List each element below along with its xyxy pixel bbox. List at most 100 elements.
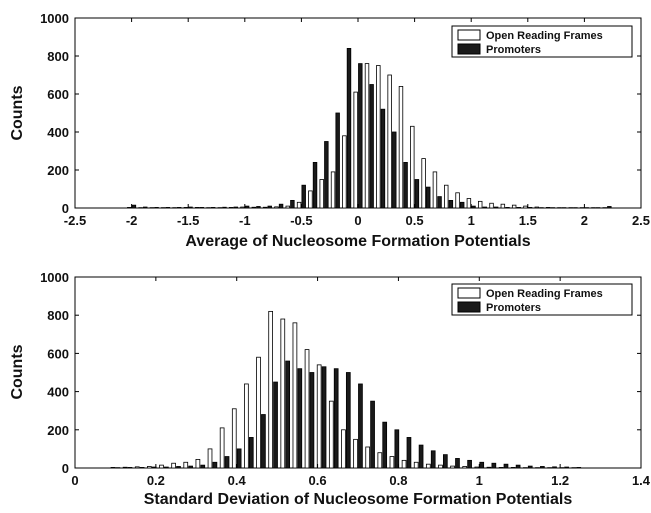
bar-orf <box>159 464 164 469</box>
bars <box>110 310 582 469</box>
bar-promoter <box>573 207 578 209</box>
bar-promoter <box>212 461 218 469</box>
bar-promoter <box>479 461 485 469</box>
y-axis-label: Counts <box>9 344 26 399</box>
bar-orf <box>398 86 404 209</box>
x-tick-label: 2.5 <box>632 213 650 228</box>
bar-orf <box>228 207 234 209</box>
y-tick-label: 1000 <box>40 11 69 26</box>
bar-promoter <box>584 207 589 209</box>
bar-promoter <box>267 205 272 209</box>
bar-promoter <box>115 467 121 469</box>
bar-orf <box>410 125 415 209</box>
panel-average: -2.5 -2 -1.5 -1 -0.5 0 0.5 1 1.5 2 2.5 0 200 400 600 8… <box>9 11 650 250</box>
bar-promoter <box>333 368 339 469</box>
x-tick-label: 0 <box>354 213 361 228</box>
bars <box>127 48 612 209</box>
bar-orf <box>262 206 268 209</box>
bar-promoter <box>515 464 521 469</box>
legend-label-orf: Open Reading Frames <box>486 288 603 300</box>
bar-orf <box>438 464 443 469</box>
bar-promoter <box>607 206 612 209</box>
x-tick-label: -2.5 <box>64 213 86 228</box>
bar-promoter <box>188 206 193 209</box>
bar-promoter <box>233 206 238 209</box>
bar-promoter <box>139 467 145 469</box>
bar-orf <box>455 192 460 209</box>
bar-promoter <box>414 179 420 209</box>
x-tick-label: 1.5 <box>519 213 537 228</box>
bar-orf <box>206 207 211 209</box>
y-tick-label: 0 <box>62 201 69 216</box>
x-tick-label: 0.2 <box>147 473 165 488</box>
bar-orf <box>591 207 596 209</box>
legend-box <box>451 283 633 316</box>
bar-promoter <box>248 437 254 469</box>
x-tick-label: 1.2 <box>551 473 569 488</box>
bar-orf <box>328 400 334 469</box>
bar-promoter <box>561 207 567 209</box>
bar-orf <box>377 452 383 469</box>
bar-orf <box>365 446 371 469</box>
bar-orf <box>183 461 189 469</box>
y-tick-label: 200 <box>47 423 69 438</box>
bar-orf <box>523 205 528 209</box>
bar-promoter <box>290 199 295 209</box>
bar-orf <box>183 207 189 209</box>
y-tick-label: 200 <box>47 163 69 178</box>
x-ticks: -2.5 -2 -1.5 -1 -0.5 0 0.5 1 1.5 2 2.5 <box>64 18 650 228</box>
bar-promoter <box>403 161 408 209</box>
bar-orf <box>316 364 322 469</box>
bar-promoter <box>297 368 303 469</box>
bar-orf <box>319 179 324 209</box>
bar-promoter <box>448 199 454 209</box>
bar-orf <box>462 466 468 469</box>
legend-swatch-orf <box>457 29 481 41</box>
bar-orf <box>244 383 249 469</box>
bar-orf <box>280 318 286 469</box>
bar-promoter <box>527 207 533 209</box>
bar-orf <box>256 356 261 469</box>
bar-promoter <box>539 207 544 209</box>
bar-orf <box>534 206 540 209</box>
x-axis-label: Average of Nucleosome Formation Potentia… <box>185 233 530 250</box>
bar-orf <box>134 466 140 469</box>
bar-orf <box>535 467 540 469</box>
bar-orf <box>523 467 528 469</box>
bar-promoter <box>527 465 533 469</box>
bar-orf <box>432 171 438 209</box>
bar-orf <box>268 310 274 469</box>
bar-orf <box>207 448 213 469</box>
bar-promoter <box>176 466 181 469</box>
legend-swatch-promoters <box>457 43 481 55</box>
x-axis-label: Standard Deviation of Nucleosome Formati… <box>144 491 573 508</box>
bar-promoter <box>369 84 374 209</box>
bar-orf <box>477 200 483 209</box>
bar-orf <box>149 207 155 209</box>
legend-swatch-orf <box>457 287 481 299</box>
legend-box <box>451 25 633 58</box>
bar-orf <box>304 349 310 469</box>
y-tick-label: 400 <box>47 385 69 400</box>
bar-orf <box>342 135 347 209</box>
bar-orf <box>274 206 279 209</box>
bar-orf <box>602 207 607 209</box>
bar-orf <box>172 207 177 209</box>
bar-orf <box>510 467 516 469</box>
bar-promoter <box>164 466 169 469</box>
bar-promoter <box>224 456 230 469</box>
bar-orf <box>353 91 358 209</box>
bar-orf <box>217 207 223 209</box>
bar-orf <box>341 429 346 469</box>
bar-promoter <box>301 184 306 209</box>
bar-orf <box>387 74 392 209</box>
bar-promoter <box>256 206 261 209</box>
bar-promoter <box>380 108 386 209</box>
bar-promoter <box>406 437 412 469</box>
bar-orf <box>489 202 494 209</box>
bar-promoter <box>552 466 557 469</box>
bar-orf <box>296 201 302 209</box>
legend-label-promoters: Promoters <box>486 44 541 56</box>
bar-promoter <box>576 467 582 469</box>
